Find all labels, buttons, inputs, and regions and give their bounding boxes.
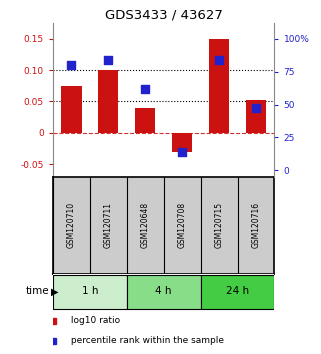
Bar [201, 275, 274, 309]
Text: percentile rank within the sample: percentile rank within the sample [68, 336, 224, 345]
Text: 1 h: 1 h [82, 286, 98, 297]
Text: ▶: ▶ [51, 286, 59, 297]
Text: GSM120708: GSM120708 [178, 202, 187, 248]
Text: 24 h: 24 h [226, 286, 249, 297]
Text: GSM120711: GSM120711 [104, 202, 113, 248]
Title: GDS3433 / 43627: GDS3433 / 43627 [105, 9, 223, 22]
Point [143, 86, 148, 92]
Text: GSM120648: GSM120648 [141, 202, 150, 248]
Text: GSM120716: GSM120716 [251, 202, 261, 248]
Point [69, 62, 74, 68]
Bar [127, 275, 201, 309]
Bar [61, 86, 82, 133]
Bar [98, 70, 118, 133]
Text: time: time [26, 286, 49, 297]
Point [216, 57, 221, 63]
Bar [209, 39, 229, 133]
Bar [246, 100, 266, 133]
Bar [53, 275, 127, 309]
Text: GSM120710: GSM120710 [67, 202, 76, 248]
Bar [172, 133, 192, 152]
Point [106, 57, 111, 63]
Point [253, 105, 258, 111]
Text: log10 ratio: log10 ratio [68, 316, 121, 325]
Bar [135, 108, 155, 133]
Text: GSM120715: GSM120715 [214, 202, 224, 248]
Text: 4 h: 4 h [155, 286, 172, 297]
Point [179, 149, 185, 155]
